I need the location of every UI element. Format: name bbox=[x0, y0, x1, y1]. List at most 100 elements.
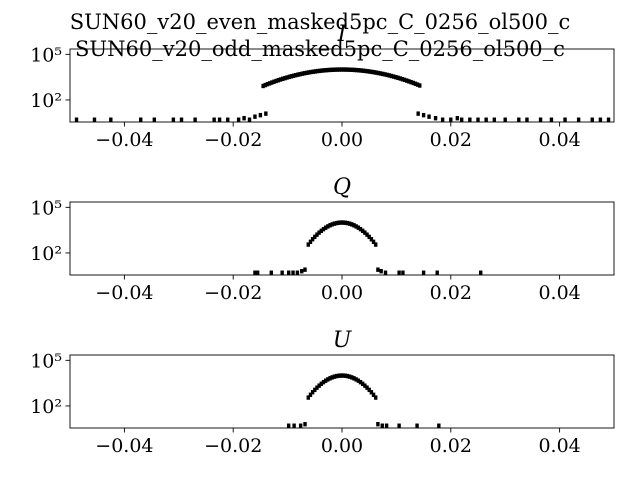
data-point bbox=[298, 71, 302, 77]
data-point bbox=[315, 232, 319, 237]
data-point bbox=[371, 392, 376, 398]
data-point bbox=[371, 239, 376, 245]
data-point bbox=[397, 423, 401, 428]
data-point bbox=[352, 376, 356, 381]
x-tick-label: 0.02 bbox=[430, 435, 472, 457]
y-tick-label: 10² bbox=[30, 90, 62, 112]
data-point bbox=[291, 73, 296, 78]
data-point bbox=[468, 117, 472, 122]
data-point bbox=[598, 117, 603, 122]
data-point bbox=[385, 72, 389, 78]
data-point bbox=[367, 234, 371, 240]
data-point bbox=[332, 221, 337, 226]
data-point bbox=[369, 390, 374, 395]
data-point bbox=[538, 117, 543, 122]
data-point bbox=[435, 270, 439, 275]
data-point bbox=[359, 68, 363, 73]
data-point bbox=[476, 117, 480, 122]
data-point bbox=[357, 68, 361, 73]
data-point bbox=[322, 68, 326, 73]
data-point bbox=[263, 82, 267, 88]
y-tick-label: 10⁵ bbox=[30, 197, 62, 219]
data-point bbox=[358, 379, 363, 385]
data-point bbox=[354, 224, 358, 229]
data-point bbox=[328, 376, 332, 381]
data-point bbox=[330, 375, 334, 380]
panel-title-q: Q bbox=[333, 175, 351, 200]
data-point bbox=[311, 69, 315, 74]
data-point bbox=[317, 383, 321, 388]
data-point bbox=[379, 268, 383, 274]
data-point bbox=[376, 421, 380, 427]
data-point bbox=[503, 117, 507, 122]
data-point bbox=[109, 117, 113, 122]
panels: I −0.04 −0.02 0.00 0.02 0.04 10⁵ 10² Q −0.04 −0.02… bbox=[30, 22, 615, 457]
data-point bbox=[339, 220, 343, 225]
data-point bbox=[274, 78, 278, 84]
y-tick-label: 10² bbox=[30, 396, 62, 418]
data-point bbox=[416, 111, 420, 116]
data-point bbox=[278, 77, 283, 82]
data-point bbox=[415, 423, 419, 428]
data-point bbox=[358, 226, 363, 232]
data-point bbox=[296, 72, 300, 77]
data-point bbox=[405, 78, 409, 83]
data-point bbox=[341, 373, 345, 378]
data-point bbox=[315, 385, 319, 390]
data-point bbox=[319, 228, 324, 234]
data-point bbox=[440, 117, 445, 122]
data-point bbox=[365, 385, 369, 390]
data-point bbox=[306, 395, 310, 400]
x-tick-label: 0.04 bbox=[538, 435, 580, 457]
data-point bbox=[459, 117, 464, 122]
data-point bbox=[563, 117, 567, 122]
data-point bbox=[300, 268, 304, 274]
data-point bbox=[242, 115, 246, 121]
data-point bbox=[354, 67, 359, 73]
y-tick-label: 10² bbox=[30, 243, 62, 265]
data-point bbox=[389, 73, 394, 79]
data-point bbox=[402, 77, 407, 83]
data-point bbox=[323, 378, 328, 383]
data-point bbox=[549, 117, 554, 122]
x-tick-label: 0.00 bbox=[321, 435, 363, 457]
data-point bbox=[350, 67, 355, 73]
data-point bbox=[374, 70, 378, 75]
data-point bbox=[365, 232, 369, 237]
x-tick-label: 0.00 bbox=[321, 129, 363, 151]
data-point bbox=[367, 387, 371, 393]
data-point bbox=[383, 270, 388, 275]
data-point bbox=[304, 70, 309, 76]
data-point bbox=[348, 67, 352, 72]
data-point bbox=[323, 225, 328, 230]
data-point bbox=[286, 270, 291, 275]
data-point bbox=[455, 115, 460, 121]
data-point bbox=[326, 67, 331, 73]
data-points-q bbox=[253, 220, 483, 275]
y-tick-label: 10⁵ bbox=[30, 350, 62, 372]
x-tick-label: 0.04 bbox=[538, 129, 580, 151]
y-tick-label: 10⁵ bbox=[30, 44, 62, 66]
data-point bbox=[339, 67, 344, 72]
data-point bbox=[347, 374, 352, 379]
data-point bbox=[391, 74, 396, 79]
panel-u: U −0.04 −0.02 0.00 0.02 0.04 10⁵ 10² bbox=[30, 328, 615, 457]
data-point bbox=[193, 117, 197, 122]
data-point bbox=[590, 117, 594, 122]
data-point bbox=[368, 69, 372, 74]
data-point bbox=[300, 71, 304, 76]
data-point bbox=[517, 117, 521, 122]
data-point bbox=[369, 237, 374, 242]
data-point bbox=[307, 70, 311, 75]
data-point bbox=[484, 117, 488, 122]
data-point bbox=[253, 270, 257, 275]
data-point bbox=[394, 74, 398, 80]
data-point bbox=[332, 374, 337, 379]
data-point bbox=[380, 423, 384, 428]
data-point bbox=[303, 421, 307, 427]
axes-frame bbox=[69, 354, 615, 429]
data-point bbox=[291, 270, 295, 275]
data-point bbox=[331, 67, 335, 72]
data-point bbox=[247, 117, 252, 122]
data-point bbox=[321, 379, 326, 385]
